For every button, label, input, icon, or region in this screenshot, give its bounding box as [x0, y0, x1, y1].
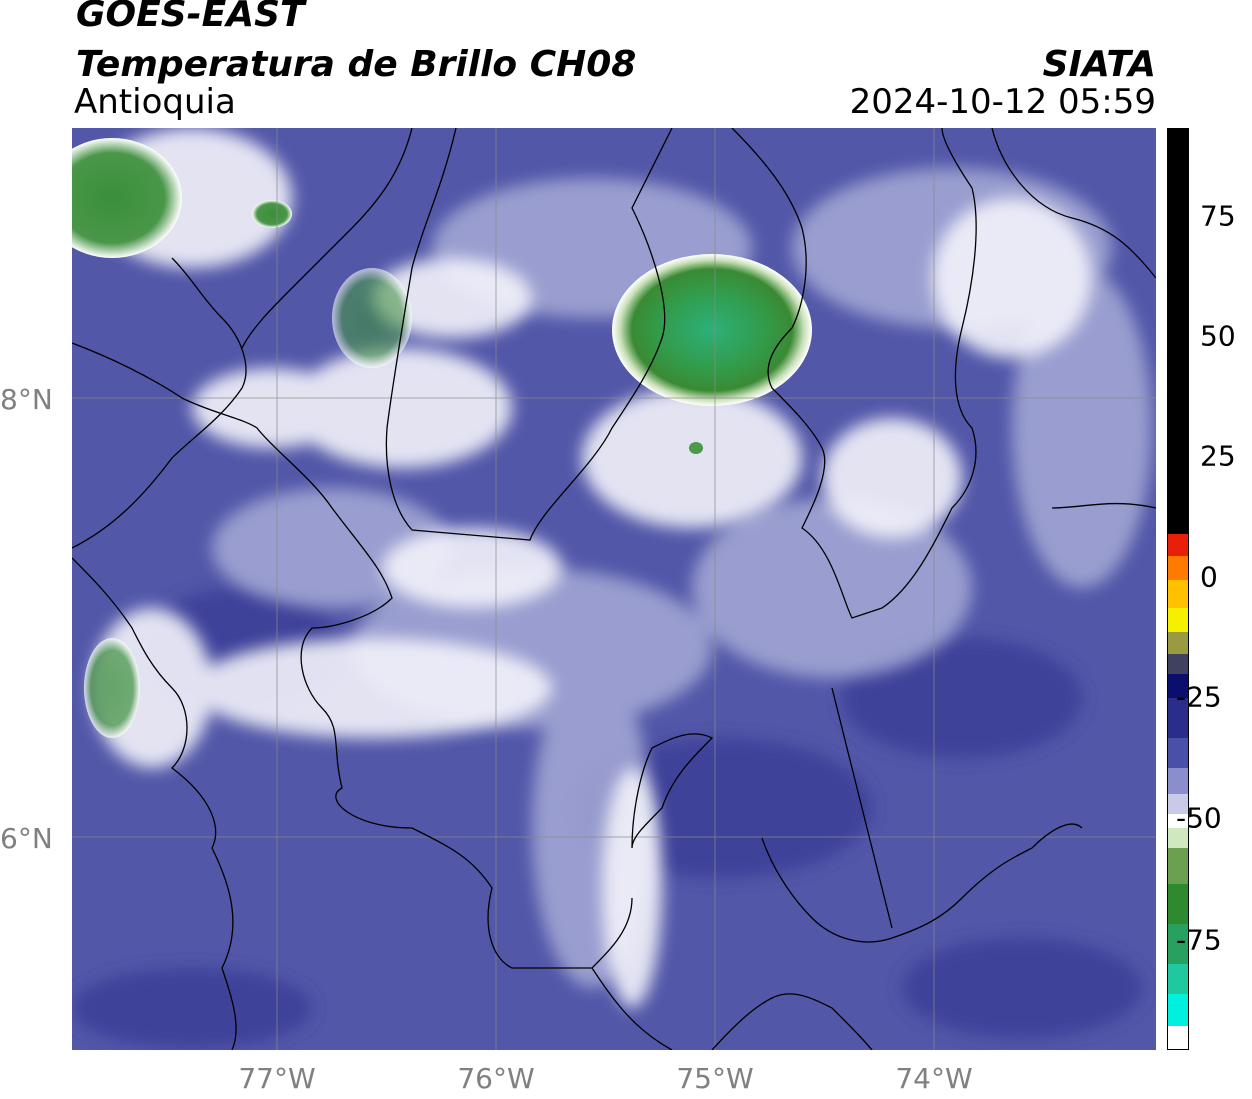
- colorbar: [1167, 128, 1189, 1050]
- colorbar-tick-75: 75: [1200, 199, 1236, 233]
- green-patch-dot: [689, 442, 703, 454]
- green-patch-sw: [84, 638, 140, 738]
- datetime-label: 2024-10-12 05:59: [849, 82, 1156, 122]
- satellite-map[interactable]: [72, 128, 1156, 1050]
- colorbar-tick-neg50: -50: [1176, 801, 1222, 835]
- colorbar-tick-25: 25: [1200, 439, 1236, 473]
- green-patch-small: [252, 200, 292, 228]
- lon-label-75w: 75°W: [676, 1062, 754, 1095]
- lat-label-8n: 8°N: [0, 383, 53, 416]
- white-cloud-bands: [92, 128, 1092, 1008]
- lon-label-74w: 74°W: [895, 1062, 973, 1095]
- lon-label-76w: 76°W: [457, 1062, 535, 1095]
- colorbar-tick-0: 0: [1200, 560, 1218, 594]
- colorbar-tick-neg75: -75: [1176, 923, 1222, 957]
- green-patch-nw: [72, 138, 182, 258]
- green-patch-coast: [332, 268, 412, 368]
- colorbar-tick-neg25: -25: [1176, 680, 1222, 714]
- product-title: Temperatura de Brillo CH08: [76, 44, 637, 85]
- colorbar-tick-50: 50: [1200, 319, 1236, 353]
- satellite-title: GOES-EAST: [76, 0, 305, 35]
- political-boundaries: [72, 128, 1156, 1050]
- lon-label-77w: 77°W: [238, 1062, 316, 1095]
- agency-label: SIATA: [1042, 44, 1156, 85]
- region-label: Antioquia: [74, 82, 236, 122]
- convective-core: [612, 254, 812, 406]
- lat-label-6n: 6°N: [0, 822, 53, 855]
- graticule: [72, 128, 1156, 1050]
